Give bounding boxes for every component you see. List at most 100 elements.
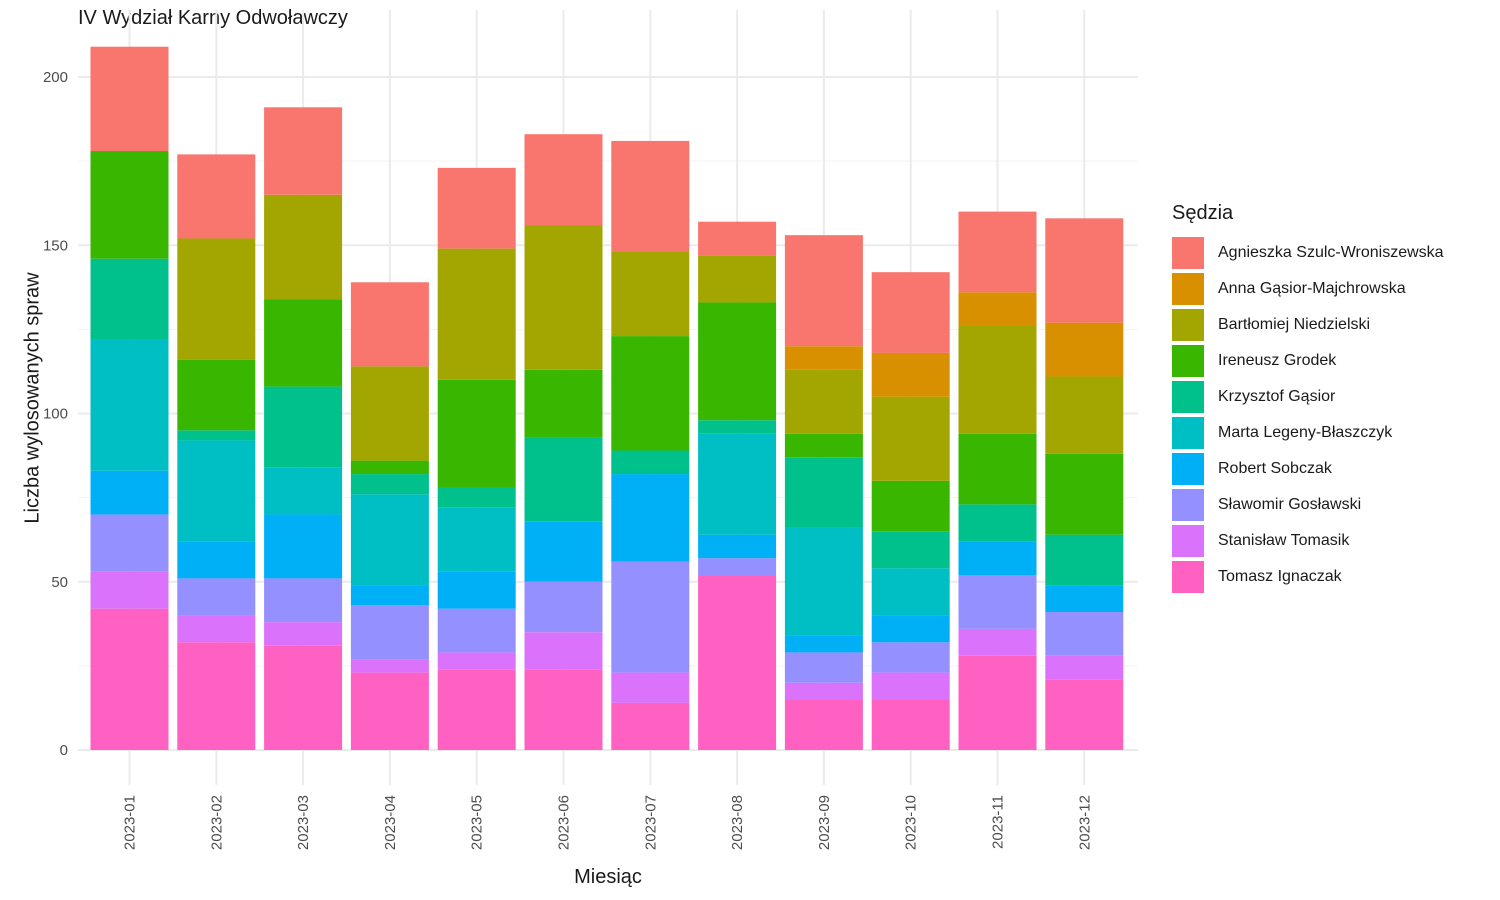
x-tick-label: 2023-11 <box>990 795 1007 849</box>
bar-segment: Ireneusz Grodek — 2023-09: 7 <box>784 433 863 458</box>
bar-segment: Tomasz Ignaczak — 2023-06: 24 <box>524 669 603 750</box>
bar-segment: Tomasz Ignaczak — 2023-05: 24 <box>437 669 516 750</box>
bar-segment: Tomasz Ignaczak — 2023-07: 14 <box>611 702 690 750</box>
bar-segment: Robert Sobczak — 2023-11: 10 <box>958 541 1037 576</box>
bar-segment: Robert Sobczak — 2023-09: 5 <box>784 635 863 653</box>
bar-segment: Sławomir Gosławski — 2023-11: 16 <box>958 575 1037 629</box>
bar-segment: Marta Legeny-Błaszczyk — 2023-02: 30 <box>177 440 256 542</box>
legend-label: Robert Sobczak <box>1218 460 1332 477</box>
bar-segment: Agnieszka Szulc-Wroniszewska — 2023-12: … <box>1045 218 1124 323</box>
bar-segment: Krzysztof Gąsior — 2023-01: 24 <box>90 258 169 340</box>
bar-segment: Stanisław Tomasik — 2023-03: 7 <box>264 622 343 646</box>
bar-segment: Stanisław Tomasik — 2023-09: 5 <box>784 682 863 700</box>
bar-segment: Stanisław Tomasik — 2023-02: 8 <box>177 615 256 643</box>
legend-swatch <box>1172 489 1204 521</box>
bar-segment: Robert Sobczak — 2023-05: 11 <box>437 571 516 609</box>
legend-item: Agnieszka Szulc-Wroniszewska <box>1172 235 1444 271</box>
bar-segment: Agnieszka Szulc-Wroniszewska — 2023-03: … <box>264 107 343 195</box>
legend-label: Sławomir Gosławski <box>1218 496 1362 513</box>
bar-segment: Marta Legeny-Błaszczyk — 2023-08: 30 <box>698 433 777 535</box>
bar-segment: Marta Legeny-Błaszczyk — 2023-03: 14 <box>264 467 343 515</box>
legend-swatch <box>1172 237 1204 269</box>
bar-segment: Tomasz Ignaczak — 2023-02: 32 <box>177 642 256 750</box>
bar-segment: Sławomir Gosławski — 2023-01: 17 <box>90 514 169 572</box>
bar-segment: Anna Gąsior-Majchrowska — 2023-09: 7 <box>784 346 863 370</box>
bar-segment: Stanisław Tomasik — 2023-04: 4 <box>350 659 429 673</box>
bar-segment: Ireneusz Grodek — 2023-12: 24 <box>1045 453 1124 535</box>
bar-segment: Ireneusz Grodek — 2023-07: 34 <box>611 336 690 451</box>
legend-swatch <box>1172 453 1204 485</box>
x-tick-label: 2023-08 <box>729 795 746 850</box>
bar-segment: Bartłomiej Niedzielski — 2023-02: 36 <box>177 238 256 360</box>
legend-item: Sławomir Gosławski <box>1172 487 1444 523</box>
bar-segment: Sławomir Gosławski — 2023-05: 13 <box>437 608 516 653</box>
x-tick-label: 2023-12 <box>1076 795 1093 850</box>
legend-label: Agnieszka Szulc-Wroniszewska <box>1218 244 1444 261</box>
bar-segment: Agnieszka Szulc-Wroniszewska — 2023-06: … <box>524 134 603 226</box>
legend-item: Robert Sobczak <box>1172 451 1444 487</box>
bar-segment: Sławomir Gosławski — 2023-08: 5 <box>698 558 777 576</box>
legend-swatch <box>1172 345 1204 377</box>
x-tick-label: 2023-03 <box>295 795 312 850</box>
bar-segment: Anna Gąsior-Majchrowska — 2023-10: 13 <box>871 352 950 397</box>
bar-segment: Sławomir Gosławski — 2023-06: 15 <box>524 581 603 633</box>
legend-swatch <box>1172 525 1204 557</box>
bar-segment: Robert Sobczak — 2023-12: 8 <box>1045 585 1124 613</box>
bar-segment: Sławomir Gosławski — 2023-02: 11 <box>177 578 256 616</box>
bar-segment: Krzysztof Gąsior — 2023-03: 24 <box>264 386 343 468</box>
bar-segment: Tomasz Ignaczak — 2023-09: 15 <box>784 699 863 750</box>
y-tick-label: 200 <box>43 69 68 86</box>
bar-segment: Marta Legeny-Błaszczyk — 2023-10: 14 <box>871 568 950 616</box>
bar-segment: Agnieszka Szulc-Wroniszewska — 2023-04: … <box>350 282 429 367</box>
bar-segment: Stanisław Tomasik — 2023-12: 7 <box>1045 655 1124 680</box>
bar-segment: Bartłomiej Niedzielski — 2023-06: 43 <box>524 225 603 370</box>
bar-segment: Bartłomiej Niedzielski — 2023-04: 28 <box>350 366 429 461</box>
bar-segment: Robert Sobczak — 2023-10: 8 <box>871 615 950 643</box>
bar-segment: Krzysztof Gąsior — 2023-10: 11 <box>871 531 950 569</box>
bar-segment: Krzysztof Gąsior — 2023-11: 11 <box>958 504 1037 542</box>
bar-segment: Stanisław Tomasik — 2023-10: 8 <box>871 672 950 700</box>
bar-segment: Anna Gąsior-Majchrowska — 2023-11: 10 <box>958 292 1037 327</box>
x-axis-label: Miesiąc <box>574 866 642 888</box>
bar-segment: Ireneusz Grodek — 2023-01: 32 <box>90 151 169 259</box>
legend-label: Ireneusz Grodek <box>1218 352 1337 369</box>
bar-segment: Ireneusz Grodek — 2023-06: 20 <box>524 369 603 438</box>
bar-segment: Agnieszka Szulc-Wroniszewska — 2023-09: … <box>784 235 863 347</box>
bar-segment: Stanisław Tomasik — 2023-06: 11 <box>524 632 603 670</box>
bar-segment: Bartłomiej Niedzielski — 2023-05: 39 <box>437 248 516 380</box>
legend-label: Anna Gąsior-Majchrowska <box>1218 280 1406 297</box>
bar-segment: Robert Sobczak — 2023-06: 18 <box>524 521 603 582</box>
bar-segment: Bartłomiej Niedzielski — 2023-10: 25 <box>871 396 950 481</box>
y-tick-label: 0 <box>60 742 68 759</box>
bar-segment: Tomasz Ignaczak — 2023-03: 31 <box>264 645 343 750</box>
legend-item: Bartłomiej Niedzielski <box>1172 307 1444 343</box>
bar-segment: Ireneusz Grodek — 2023-11: 21 <box>958 433 1037 505</box>
legend-swatch <box>1172 381 1204 413</box>
y-tick-labels: 0 50 100 150 200 <box>43 69 68 759</box>
bar-segment: Krzysztof Gąsior — 2023-05: 6 <box>437 487 516 508</box>
bar-segment: Stanisław Tomasik — 2023-05: 5 <box>437 652 516 670</box>
bar-segment: Marta Legeny-Błaszczyk — 2023-05: 19 <box>437 507 516 572</box>
legend-item: Stanisław Tomasik <box>1172 523 1444 559</box>
bar-segment: Krzysztof Gąsior — 2023-02: 3 <box>177 430 256 441</box>
legend-title: Sędzia <box>1172 202 1234 224</box>
bar-segment: Robert Sobczak — 2023-07: 26 <box>611 474 690 562</box>
bar-segment: Bartłomiej Niedzielski — 2023-11: 32 <box>958 326 1037 434</box>
bar-segment: Ireneusz Grodek — 2023-08: 35 <box>698 302 777 421</box>
chart-title: IV Wydział Karny Odwoławczy <box>78 7 348 29</box>
x-tick-label: 2023-04 <box>382 795 399 850</box>
y-tick-label: 100 <box>43 406 68 423</box>
bar-segment: Sławomir Gosławski — 2023-10: 9 <box>871 642 950 673</box>
bar-segment: Sławomir Gosławski — 2023-09: 9 <box>784 652 863 683</box>
legend-swatch <box>1172 417 1204 449</box>
bars: Tomasz Ignaczak — 2023-01: 42Stanisław T… <box>90 46 1124 750</box>
bar-segment: Tomasz Ignaczak — 2023-12: 21 <box>1045 679 1124 750</box>
bar-segment: Krzysztof Gąsior — 2023-12: 15 <box>1045 534 1124 586</box>
x-tick-label: 2023-06 <box>556 795 573 850</box>
bar-segment: Bartłomiej Niedzielski — 2023-07: 25 <box>611 251 690 337</box>
y-tick-label: 150 <box>43 237 68 254</box>
legend-swatch <box>1172 273 1204 305</box>
bar-segment: Bartłomiej Niedzielski — 2023-08: 14 <box>698 255 777 303</box>
bar-segment: Agnieszka Szulc-Wroniszewska — 2023-08: … <box>698 221 777 256</box>
